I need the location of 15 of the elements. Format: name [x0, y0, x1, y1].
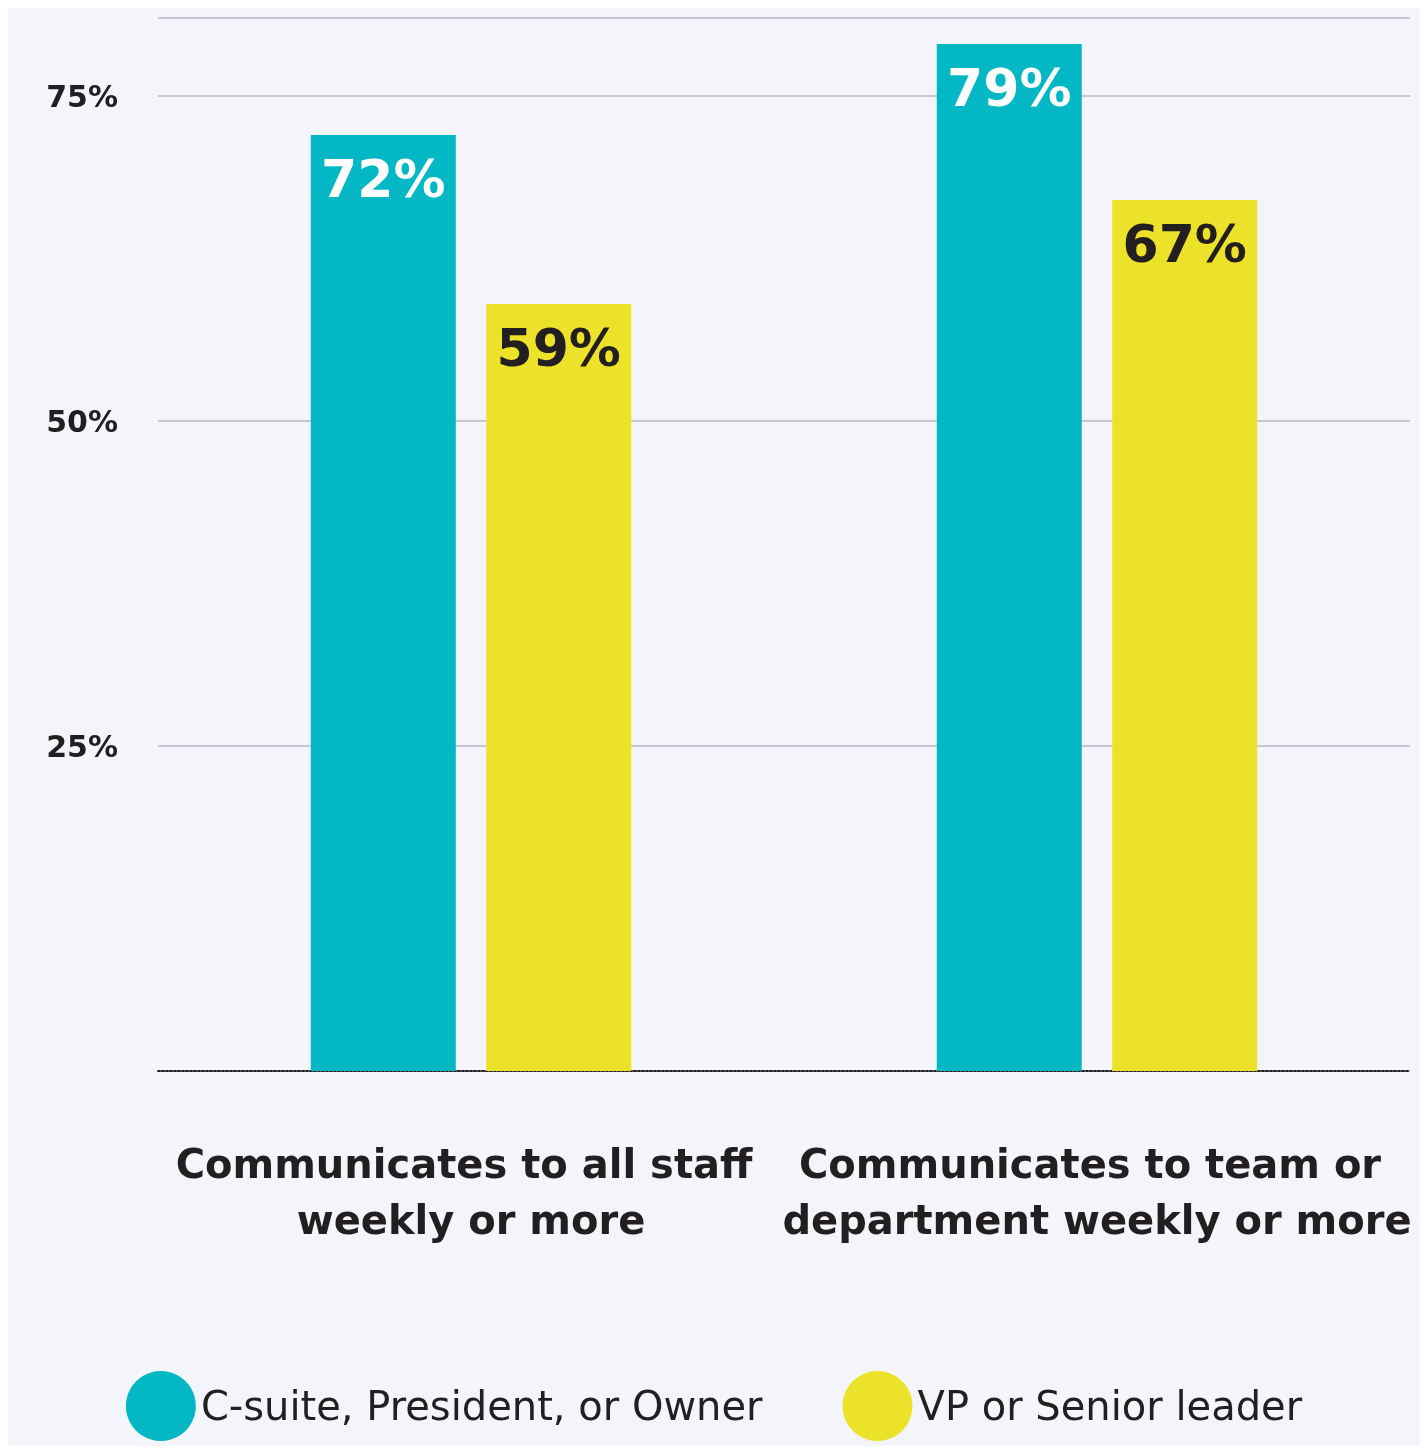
y-tick-label: 50%: [46, 403, 118, 439]
x-tick-label: Communicates to all staff weekly or more: [175, 1141, 767, 1243]
bar: [310, 135, 456, 1071]
legend-label: VP or Senior leader: [917, 1383, 1303, 1429]
data-label: 79%: [947, 58, 1072, 118]
data-label: 67%: [1122, 214, 1247, 274]
y-tick-label: 75%: [46, 78, 118, 114]
bar: [936, 44, 1082, 1071]
x-tick-label: Communicates to team or department weekly or more: [782, 1141, 1412, 1243]
y-tick-label: 25%: [46, 728, 118, 764]
bar: [486, 304, 632, 1071]
bar: [1112, 200, 1258, 1071]
data-label: 59%: [496, 318, 621, 378]
legend-label: C-suite, President, or Owner: [200, 1383, 764, 1429]
data-label: 72%: [321, 149, 446, 209]
